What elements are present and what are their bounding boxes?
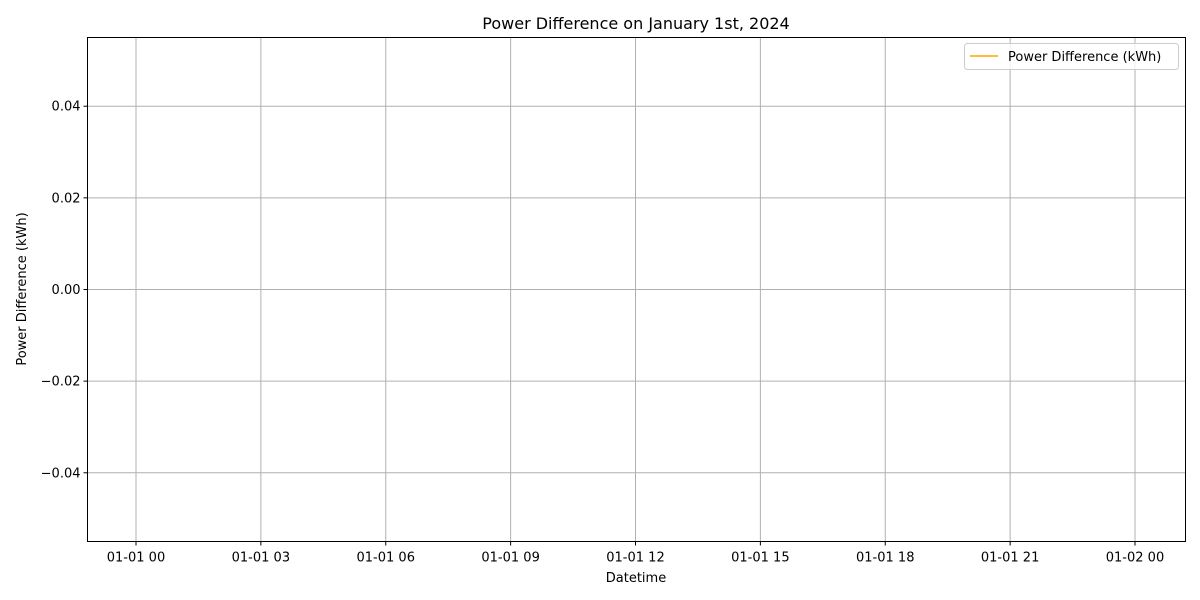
x-tick-label: 01-01 09: [481, 551, 539, 566]
y-axis-label: Power Difference (kWh): [15, 212, 30, 365]
legend-label: Power Difference (kWh): [1008, 50, 1161, 65]
x-tick-label: 01-01 12: [606, 551, 664, 566]
grid-lines: [87, 37, 1186, 542]
x-axis-label: Datetime: [606, 571, 666, 586]
x-tick-label: 01-01 00: [107, 551, 165, 566]
y-tick-label: 0.04: [52, 100, 81, 115]
x-axis: 01-01 00 01-01 03 01-01 06 01-01 09 01-01 12…: [107, 541, 1164, 566]
x-tick-label: 01-01 15: [731, 551, 789, 566]
x-tick-label: 01-01 18: [856, 551, 914, 566]
y-tick-label: −0.02: [41, 375, 81, 390]
chart-title: Power Difference on January 1st, 2024: [482, 14, 789, 33]
y-tick-label: 0.02: [52, 191, 81, 206]
y-axis: −0.04 −0.02 0.00 0.02 0.04: [41, 100, 88, 481]
legend: Power Difference (kWh): [964, 43, 1179, 70]
x-tick-label: 01-01 06: [357, 551, 415, 566]
y-tick-label: 0.00: [52, 283, 81, 298]
y-tick-label: −0.04: [41, 466, 81, 481]
x-tick-label: 01-01 03: [232, 551, 290, 566]
x-tick-label: 01-01 21: [981, 551, 1039, 566]
x-tick-label: 01-02 00: [1106, 551, 1164, 566]
legend-box: [964, 43, 1179, 70]
